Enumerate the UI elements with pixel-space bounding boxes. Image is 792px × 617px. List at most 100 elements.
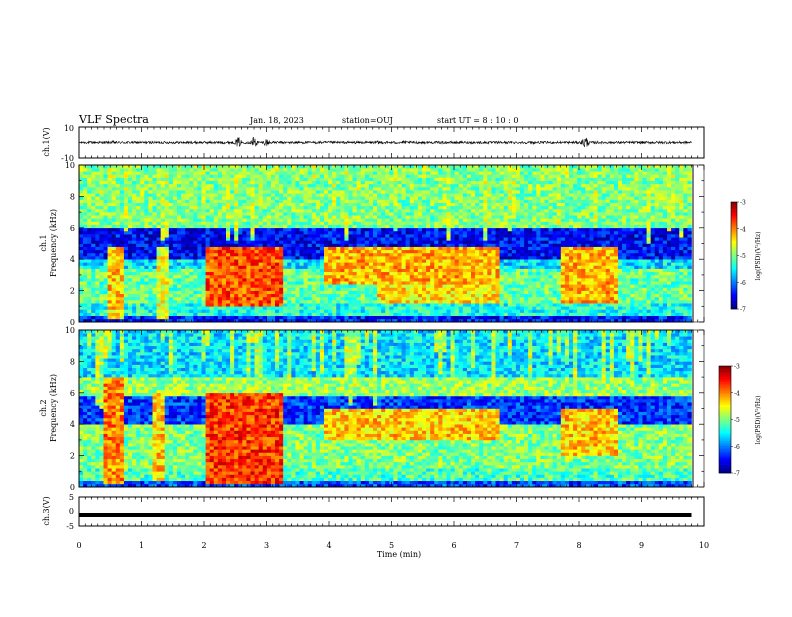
spectrogram-cell [349,222,353,225]
spectrogram-cell [169,256,173,259]
spectrogram-cell [255,316,259,319]
spectrogram-cell [210,275,214,278]
spectrogram-cell [202,265,206,268]
spectrogram-cell [308,316,312,319]
spectrogram-cell [132,259,136,262]
spectrogram-cell [161,247,165,250]
spectrogram-cell [202,306,206,309]
spectrogram-cell [385,209,389,212]
spectrogram-cell [206,209,210,212]
spectrogram-cell [361,225,365,228]
spectrogram-cell [120,294,124,297]
spectrogram-cell [312,306,316,309]
spectrogram-cell [112,231,116,234]
spectrogram-cell [402,275,406,278]
spectrogram-cell [267,181,271,184]
spectrogram-cell [226,300,230,303]
spectrogram-cell [202,309,206,312]
spectrogram-cell [459,313,463,316]
spectrogram-cell [398,316,402,319]
spectrogram-cell [304,316,308,319]
spectrogram-cell [148,193,152,196]
spectrogram-cell [112,306,116,309]
spectrogram-cell [430,253,434,256]
spectrogram-cell [349,244,353,247]
spectrogram-cell [202,234,206,237]
spectrogram-cell [340,278,344,281]
spectrogram-cell [136,265,140,268]
spectrogram-cell [161,171,165,174]
spectrogram-cell [434,294,438,297]
spectrogram-cell [267,190,271,193]
spectrogram-cell [259,184,263,187]
spectrogram-cell [230,291,234,294]
spectrogram-cell [316,218,320,221]
spectrogram-cell [255,306,259,309]
spectrogram-cell [459,284,463,287]
spectrogram-cell [246,212,250,215]
spectrogram-cell [128,306,132,309]
spectrogram-cell [181,306,185,309]
spectrogram-cell [287,212,291,215]
spectrogram-cell [332,269,336,272]
spectrogram-cell [128,171,132,174]
spectrogram-cell [393,281,397,284]
spectrogram-cell [304,306,308,309]
spectrogram-cell [271,269,275,272]
spectrogram-cell [267,303,271,306]
spectrogram-cell [169,281,173,284]
spectrogram-cell [304,275,308,278]
spectrogram-cell [246,247,250,250]
spectrogram-cell [104,187,108,190]
spectrogram-cell [275,190,279,193]
spectrogram-cell [173,275,177,278]
spectrogram-cell [398,174,402,177]
spectrogram-cell [381,237,385,240]
spectrogram-cell [173,284,177,287]
spectrogram-cell [414,184,418,187]
spectrogram-cell [418,272,422,275]
spectrogram-cell [422,275,426,278]
spectrogram-cell [181,168,185,171]
spectrogram-cell [328,218,332,221]
spectrogram-cell [434,275,438,278]
spectrogram-cell [267,178,271,181]
spectrogram-cell [328,222,332,225]
spectrogram-cell [112,247,116,250]
spectrogram-cell [312,212,316,215]
spectrogram-cell [136,168,140,171]
spectrogram-cell [414,171,418,174]
spectrogram-cell [214,184,218,187]
spectrogram-cell [389,259,393,262]
spectrogram-cell [357,269,361,272]
spectrogram-cell [463,250,467,253]
spectrogram-cell [442,168,446,171]
spectrogram-cell [173,278,177,281]
spectrogram-cell [451,309,455,312]
spectrogram-cell [324,209,328,212]
spectrogram-cell [112,212,116,215]
spectrogram-cell [104,168,108,171]
spectrogram-cell [222,269,226,272]
spectrogram-cell [161,250,165,253]
spectrogram-cell [197,272,201,275]
spectrogram-cell [336,269,340,272]
spectrogram-cell [267,196,271,199]
spectrogram-cell [455,269,459,272]
spectrogram-cell [255,240,259,243]
spectrogram-cell [373,291,377,294]
spectrogram-cell [259,231,263,234]
spectrogram-cell [226,196,230,199]
spectrogram-cell [308,278,312,281]
spectrogram-cell [361,222,365,225]
spectrogram-cell [336,168,340,171]
spectrogram-cell [242,259,246,262]
spectrogram-cell [206,228,210,231]
spectrogram-cell [259,206,263,209]
spectrogram-cell [267,316,271,319]
spectrogram-cell [295,237,299,240]
spectrogram-cell [95,275,99,278]
spectrogram-cell [389,300,393,303]
spectrogram-cell [238,281,242,284]
spectrogram-cell [218,250,222,253]
